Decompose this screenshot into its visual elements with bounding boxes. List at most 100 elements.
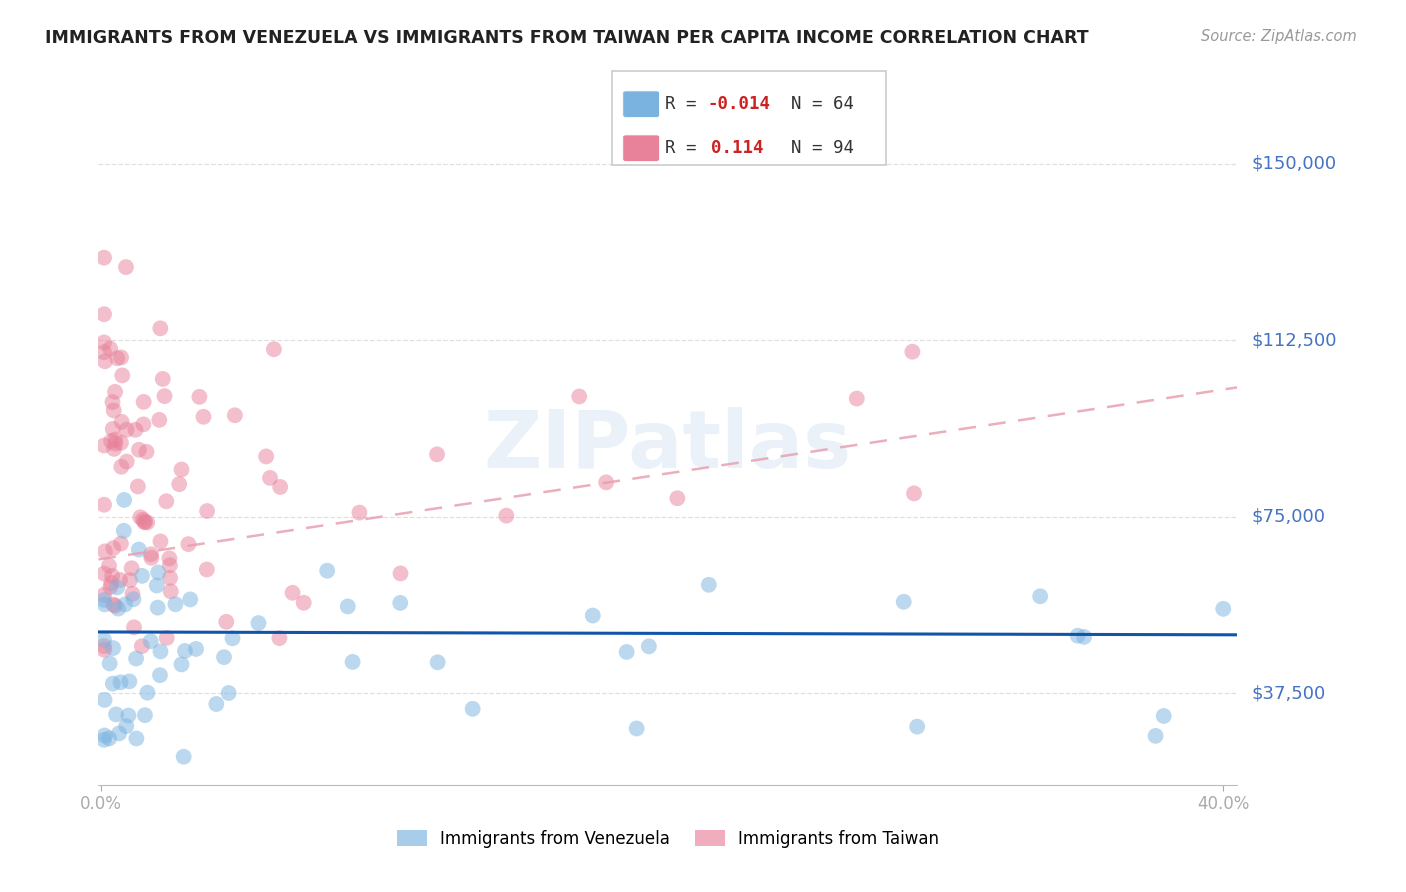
Point bbox=[177, 537, 200, 551]
Point bbox=[93, 643, 115, 657]
Point bbox=[98, 731, 121, 746]
Point bbox=[165, 597, 187, 611]
Text: N = 94: N = 94 bbox=[770, 139, 855, 157]
Point bbox=[426, 656, 449, 670]
Point bbox=[103, 541, 125, 555]
Point bbox=[110, 536, 132, 550]
Point bbox=[111, 415, 134, 429]
Point bbox=[93, 632, 115, 647]
Point bbox=[93, 729, 115, 743]
Text: -0.014: -0.014 bbox=[707, 95, 770, 113]
Point bbox=[127, 479, 149, 493]
Point bbox=[100, 434, 122, 449]
Point bbox=[125, 651, 148, 665]
Point bbox=[461, 702, 484, 716]
Point bbox=[105, 351, 128, 366]
Point bbox=[110, 459, 132, 474]
Point bbox=[903, 486, 925, 500]
Point bbox=[136, 516, 159, 530]
Point bbox=[149, 321, 172, 335]
Point bbox=[426, 447, 449, 461]
Point bbox=[336, 599, 359, 614]
Point bbox=[134, 515, 156, 529]
Point bbox=[101, 641, 124, 656]
Point bbox=[159, 584, 181, 599]
Text: IMMIGRANTS FROM VENEZUELA VS IMMIGRANTS FROM TAIWAN PER CAPITA INCOME CORRELATIO: IMMIGRANTS FROM VENEZUELA VS IMMIGRANTS … bbox=[45, 29, 1088, 46]
Point bbox=[115, 260, 138, 274]
Point bbox=[146, 578, 169, 592]
Point bbox=[118, 573, 141, 587]
Point bbox=[167, 477, 190, 491]
Point bbox=[173, 749, 195, 764]
Point bbox=[134, 515, 156, 529]
Point bbox=[115, 423, 138, 437]
Text: 0.114: 0.114 bbox=[711, 139, 763, 157]
Point bbox=[1073, 630, 1095, 644]
Point bbox=[110, 351, 132, 365]
Point bbox=[149, 644, 172, 658]
Text: R =: R = bbox=[665, 139, 717, 157]
Point bbox=[93, 639, 115, 653]
Point bbox=[259, 471, 281, 485]
Point bbox=[103, 403, 125, 417]
Point bbox=[93, 498, 115, 512]
Text: $37,500: $37,500 bbox=[1251, 684, 1326, 702]
Point bbox=[132, 417, 155, 432]
Point bbox=[389, 566, 412, 581]
Point bbox=[697, 578, 720, 592]
Text: $112,500: $112,500 bbox=[1251, 331, 1337, 349]
Point bbox=[136, 686, 159, 700]
Point bbox=[103, 598, 125, 612]
Point bbox=[212, 650, 235, 665]
Point bbox=[193, 409, 215, 424]
Point bbox=[205, 697, 228, 711]
Point bbox=[845, 392, 868, 406]
Point bbox=[155, 494, 177, 508]
Point bbox=[156, 631, 179, 645]
Point bbox=[292, 596, 315, 610]
Point bbox=[115, 719, 138, 733]
Point bbox=[269, 480, 291, 494]
Point bbox=[281, 586, 304, 600]
Point bbox=[118, 674, 141, 689]
Point bbox=[112, 492, 135, 507]
Point bbox=[110, 675, 132, 690]
Point bbox=[149, 534, 172, 549]
Point bbox=[342, 655, 364, 669]
Point bbox=[101, 676, 124, 690]
Point bbox=[134, 708, 156, 723]
Point bbox=[170, 462, 193, 476]
Point bbox=[263, 342, 285, 356]
Point bbox=[129, 510, 152, 524]
Point bbox=[132, 513, 155, 527]
Point bbox=[93, 438, 115, 452]
Point bbox=[132, 395, 155, 409]
Point bbox=[269, 631, 291, 645]
Point bbox=[247, 616, 270, 631]
Text: ZIPatlas: ZIPatlas bbox=[484, 407, 852, 485]
Point bbox=[108, 573, 131, 587]
Point bbox=[254, 450, 277, 464]
Point bbox=[179, 592, 201, 607]
Point bbox=[224, 409, 246, 423]
Point bbox=[582, 608, 605, 623]
Point bbox=[626, 722, 648, 736]
Point bbox=[101, 395, 124, 409]
Point bbox=[93, 335, 115, 350]
Point bbox=[131, 569, 153, 583]
Point bbox=[93, 566, 115, 581]
Point bbox=[104, 384, 127, 399]
Point bbox=[1029, 589, 1052, 603]
Point bbox=[616, 645, 638, 659]
Point bbox=[131, 639, 153, 653]
Point bbox=[98, 580, 121, 594]
Point bbox=[568, 389, 591, 403]
Point bbox=[104, 436, 127, 450]
Text: Source: ZipAtlas.com: Source: ZipAtlas.com bbox=[1201, 29, 1357, 44]
Point bbox=[905, 720, 928, 734]
Text: R =: R = bbox=[665, 95, 707, 113]
Point bbox=[114, 598, 136, 612]
Text: $150,000: $150,000 bbox=[1251, 154, 1336, 172]
Point bbox=[94, 354, 117, 368]
Point bbox=[1212, 602, 1234, 616]
